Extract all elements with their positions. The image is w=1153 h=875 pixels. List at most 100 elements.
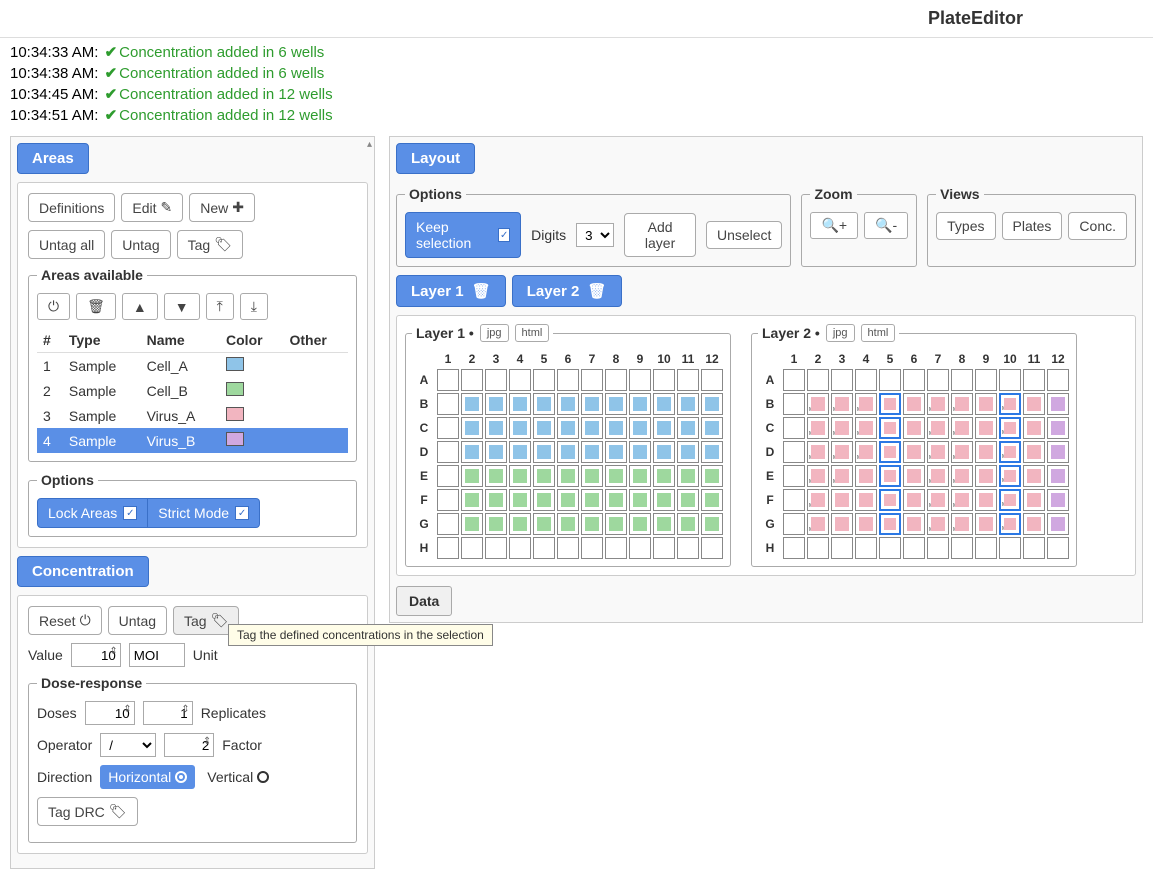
well[interactable] bbox=[831, 369, 853, 391]
zoom-in-icon[interactable]: 🔍+ bbox=[810, 212, 858, 239]
well[interactable] bbox=[605, 417, 627, 439]
well[interactable] bbox=[557, 489, 579, 511]
well[interactable] bbox=[1023, 393, 1045, 415]
well[interactable] bbox=[807, 369, 829, 391]
well[interactable] bbox=[855, 537, 877, 559]
down-icon[interactable]: ▼ bbox=[164, 293, 200, 320]
export-jpg-button[interactable]: jpg bbox=[480, 324, 509, 342]
well[interactable] bbox=[677, 393, 699, 415]
trash-icon[interactable]: 🗑 bbox=[76, 293, 116, 320]
well[interactable] bbox=[975, 369, 997, 391]
well[interactable]: MOI 1 bbox=[927, 417, 949, 439]
well[interactable] bbox=[677, 513, 699, 535]
tab-layer1[interactable]: Layer 1 🗑 bbox=[396, 275, 506, 307]
well[interactable]: MOI 5 bbox=[855, 441, 877, 463]
plate-layer1[interactable]: 123456789101112ABCDEFGH bbox=[412, 350, 724, 560]
well[interactable] bbox=[903, 489, 925, 511]
well[interactable] bbox=[975, 417, 997, 439]
well[interactable] bbox=[533, 465, 555, 487]
well[interactable] bbox=[461, 417, 483, 439]
well[interactable] bbox=[783, 537, 805, 559]
top-icon[interactable]: ⤒ bbox=[206, 293, 234, 320]
well[interactable] bbox=[509, 441, 531, 463]
well[interactable] bbox=[1047, 441, 1069, 463]
well[interactable] bbox=[605, 489, 627, 511]
well[interactable] bbox=[653, 441, 675, 463]
well[interactable] bbox=[461, 441, 483, 463]
well[interactable] bbox=[1023, 417, 1045, 439]
well[interactable] bbox=[629, 369, 651, 391]
well[interactable]: MOI 2 bbox=[831, 393, 853, 415]
well[interactable] bbox=[677, 369, 699, 391]
well[interactable]: MOI 2 bbox=[951, 417, 973, 439]
well[interactable]: MOI 5 bbox=[999, 393, 1021, 415]
operator-select[interactable]: / bbox=[100, 733, 156, 757]
well[interactable]: MOI 2 bbox=[951, 393, 973, 415]
well[interactable] bbox=[975, 537, 997, 559]
trash-icon[interactable]: 🗑 bbox=[472, 283, 491, 300]
well[interactable] bbox=[605, 465, 627, 487]
well[interactable] bbox=[629, 441, 651, 463]
well[interactable] bbox=[1023, 537, 1045, 559]
well[interactable] bbox=[975, 489, 997, 511]
well[interactable] bbox=[807, 537, 829, 559]
view-plates-button[interactable]: Plates bbox=[1002, 212, 1063, 240]
well[interactable] bbox=[903, 441, 925, 463]
well[interactable] bbox=[605, 369, 627, 391]
well[interactable] bbox=[951, 369, 973, 391]
well[interactable] bbox=[1023, 513, 1045, 535]
well[interactable] bbox=[783, 465, 805, 487]
well[interactable] bbox=[855, 369, 877, 391]
reset-button[interactable]: Reset ⏻ bbox=[28, 606, 102, 635]
well[interactable]: MOI 1 bbox=[807, 441, 829, 463]
well[interactable] bbox=[533, 513, 555, 535]
well[interactable] bbox=[557, 369, 579, 391]
well[interactable] bbox=[533, 489, 555, 511]
well[interactable] bbox=[557, 537, 579, 559]
definitions-button[interactable]: Definitions bbox=[28, 193, 115, 222]
well[interactable] bbox=[653, 417, 675, 439]
well[interactable] bbox=[437, 417, 459, 439]
well[interactable] bbox=[653, 513, 675, 535]
conc-untag-button[interactable]: Untag bbox=[108, 606, 167, 635]
well[interactable] bbox=[927, 369, 949, 391]
well[interactable] bbox=[903, 513, 925, 535]
well[interactable] bbox=[783, 489, 805, 511]
well[interactable] bbox=[629, 465, 651, 487]
well[interactable] bbox=[855, 465, 877, 487]
export-html-button[interactable]: html bbox=[861, 324, 896, 342]
table-row[interactable]: 2SampleCell_B bbox=[37, 378, 348, 403]
well[interactable] bbox=[1047, 537, 1069, 559]
well[interactable]: MOI 1 bbox=[807, 513, 829, 535]
well[interactable] bbox=[533, 369, 555, 391]
well[interactable] bbox=[1023, 441, 1045, 463]
well[interactable] bbox=[783, 393, 805, 415]
well[interactable] bbox=[879, 369, 901, 391]
well[interactable] bbox=[581, 489, 603, 511]
well[interactable]: MOI 1 bbox=[807, 417, 829, 439]
well[interactable] bbox=[629, 537, 651, 559]
factor-input[interactable] bbox=[164, 733, 214, 757]
well[interactable]: MOI 2 bbox=[831, 441, 853, 463]
well[interactable]: MOI 1 bbox=[927, 393, 949, 415]
well[interactable] bbox=[677, 417, 699, 439]
well[interactable]: MOI 1 bbox=[807, 393, 829, 415]
well[interactable] bbox=[1023, 465, 1045, 487]
well[interactable] bbox=[653, 393, 675, 415]
well[interactable] bbox=[783, 417, 805, 439]
table-row[interactable]: 4SampleVirus_B bbox=[37, 428, 348, 453]
view-types-button[interactable]: Types bbox=[936, 212, 995, 240]
well[interactable] bbox=[437, 369, 459, 391]
well[interactable] bbox=[605, 537, 627, 559]
well[interactable]: MOI 1 bbox=[927, 465, 949, 487]
new-button[interactable]: New ✚ bbox=[189, 193, 255, 222]
tag-drc-button[interactable]: Tag DRC 🏷 bbox=[37, 797, 138, 826]
well[interactable] bbox=[509, 465, 531, 487]
well[interactable] bbox=[557, 513, 579, 535]
well[interactable] bbox=[879, 513, 901, 535]
well[interactable] bbox=[653, 489, 675, 511]
trash-icon[interactable]: 🗑 bbox=[587, 283, 606, 300]
well[interactable] bbox=[1047, 513, 1069, 535]
well[interactable] bbox=[557, 417, 579, 439]
well[interactable] bbox=[701, 489, 723, 511]
